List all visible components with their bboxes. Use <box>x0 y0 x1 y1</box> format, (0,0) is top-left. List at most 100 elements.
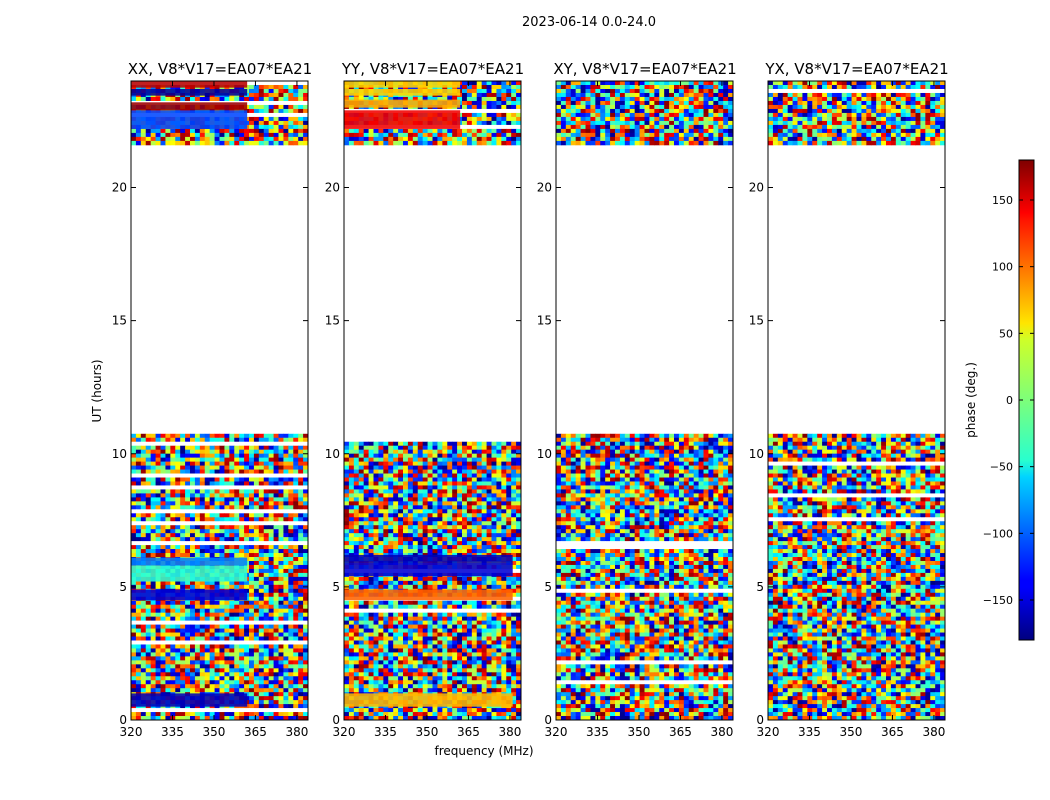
noise-cell <box>224 529 230 534</box>
coherent-phase-band <box>131 88 248 96</box>
noise-cell <box>224 132 230 138</box>
noise-cell <box>303 453 309 459</box>
noise-cell <box>258 680 265 685</box>
noise-cell <box>145 716 152 721</box>
noise-cell <box>283 433 289 439</box>
noise-cell <box>234 513 240 518</box>
noise-cell <box>378 545 384 550</box>
noise-cell <box>263 576 270 582</box>
noise-cell <box>175 632 181 637</box>
noise-cell <box>481 529 487 534</box>
noise-cell <box>160 465 166 470</box>
noise-cell <box>175 449 181 455</box>
noise-cell <box>204 473 211 478</box>
noise-cell <box>293 513 299 518</box>
noise-cell <box>135 624 142 629</box>
noise-cell <box>378 620 384 625</box>
noise-cell <box>283 136 289 142</box>
noise-cell <box>258 672 265 677</box>
noise-cell <box>344 493 350 498</box>
noise-cell <box>135 136 142 142</box>
noise-cell <box>348 616 355 622</box>
noise-cell <box>417 477 424 482</box>
noise-cell <box>452 580 458 586</box>
noise-cell <box>214 477 220 482</box>
noise-cell <box>298 712 304 717</box>
noise-cell <box>249 525 255 530</box>
noise-cell <box>422 449 428 455</box>
noise-cell <box>501 505 507 510</box>
noise-cell <box>358 580 365 586</box>
noise-cell <box>140 636 147 641</box>
noise-cell <box>437 600 443 606</box>
noise-cell <box>383 576 389 582</box>
noise-cell <box>452 584 458 590</box>
noise-cell <box>140 489 147 494</box>
noise-cell <box>239 441 245 447</box>
noise-cell <box>457 473 463 478</box>
noise-cell <box>155 529 161 534</box>
noise-cell <box>160 553 166 558</box>
noise-cell <box>476 545 483 550</box>
noise-cell <box>165 445 171 451</box>
noise-cell <box>263 537 270 542</box>
noise-cell <box>155 632 161 637</box>
noise-cell <box>412 584 419 590</box>
noise-cell <box>165 453 171 459</box>
noise-cell <box>194 497 201 502</box>
noise-cell <box>131 445 137 451</box>
noise-cell <box>452 497 458 502</box>
noise-cell <box>278 636 284 641</box>
noise-cell <box>447 600 453 606</box>
noise-cell <box>298 560 304 566</box>
noise-cell <box>249 652 255 657</box>
noise-cell <box>412 517 419 522</box>
noise-cell <box>170 541 176 546</box>
noise-cell <box>160 517 166 522</box>
noise-cell <box>427 481 433 486</box>
noise-cell <box>150 461 156 466</box>
noise-cell <box>253 549 260 554</box>
noise-cell <box>383 537 389 542</box>
noise-cell <box>199 712 206 717</box>
noise-cell <box>268 553 274 558</box>
noise-cell <box>303 445 309 451</box>
noise-cell <box>224 96 230 102</box>
noise-cell <box>258 553 265 558</box>
noise-cell <box>175 688 181 693</box>
noise-cell <box>393 465 399 470</box>
noise-cell <box>258 445 265 451</box>
noise-cell <box>452 525 458 530</box>
noise-cell <box>263 505 270 510</box>
x-tick-label: 335 <box>161 725 184 739</box>
noise-cell <box>253 497 260 502</box>
noise-cell <box>288 529 294 534</box>
noise-cell <box>249 505 255 510</box>
noise-cell <box>185 501 191 506</box>
noise-cell <box>131 656 137 661</box>
noise-cell <box>511 616 517 622</box>
noise-cell <box>268 525 274 530</box>
noise-cell <box>170 708 176 713</box>
noise-cell <box>511 529 517 534</box>
noise-cell <box>273 584 279 590</box>
noise-cell <box>209 688 215 693</box>
noise-cell <box>268 604 274 610</box>
noise-cell <box>150 680 156 685</box>
noise-cell <box>253 81 260 86</box>
noise-cell <box>273 696 279 701</box>
noise-cell <box>214 632 220 637</box>
noise-cell <box>199 672 206 677</box>
noise-cell <box>288 88 294 94</box>
noise-cell <box>293 545 299 550</box>
noise-cell <box>249 529 255 534</box>
noise-cell <box>229 656 235 661</box>
noise-cell <box>268 640 274 645</box>
noise-cell <box>258 640 265 645</box>
noise-cell <box>471 509 478 514</box>
noise-cell <box>214 461 220 466</box>
noise-cell <box>471 493 478 498</box>
noise-cell <box>185 457 191 463</box>
noise-cell <box>283 580 289 586</box>
noise-cell <box>288 497 294 502</box>
